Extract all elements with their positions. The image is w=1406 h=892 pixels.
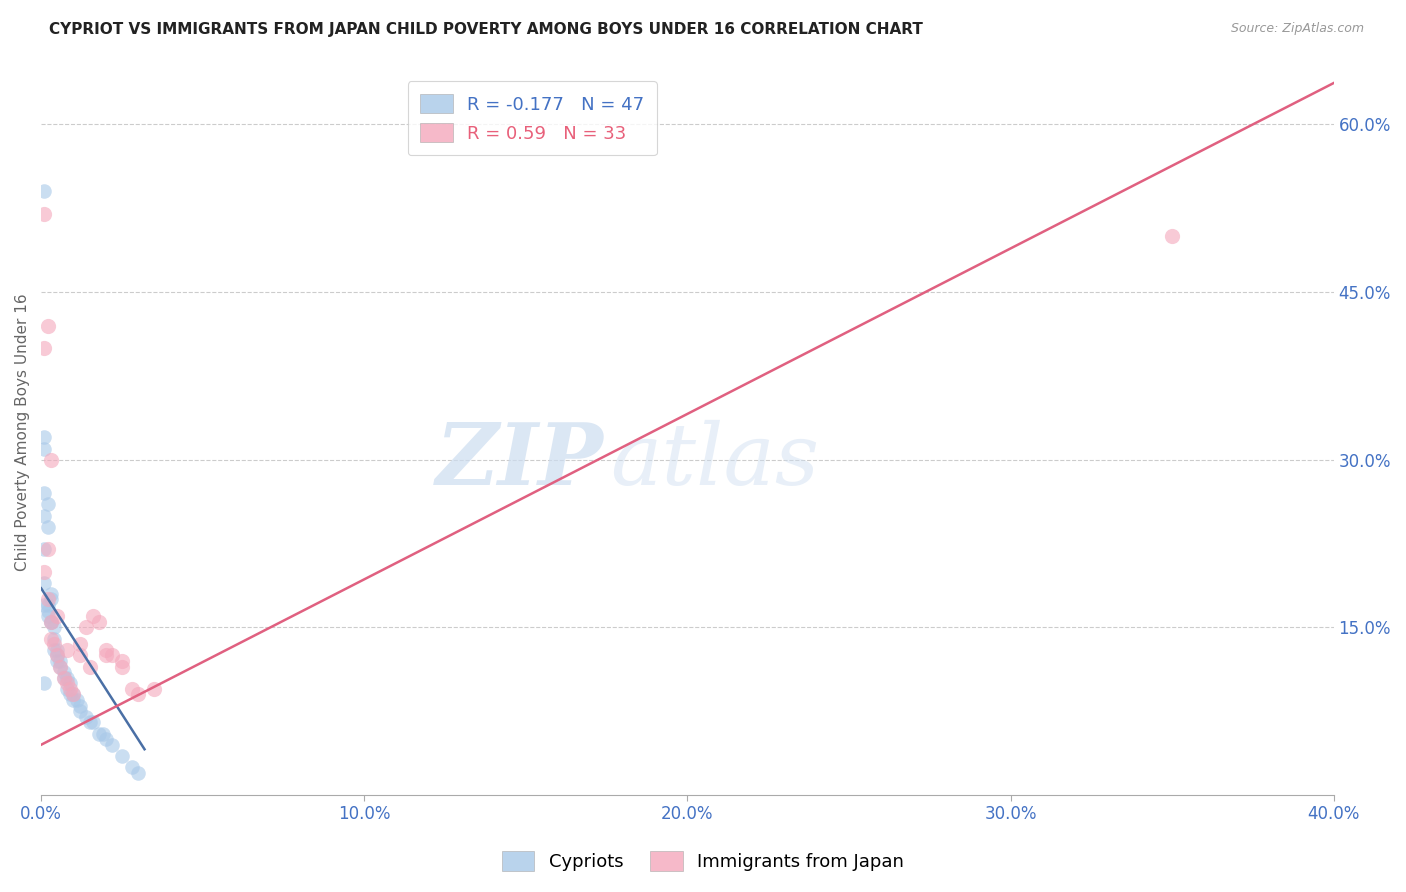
Point <box>34 185 56 199</box>
Point <box>69 648 91 663</box>
Point <box>59 681 82 696</box>
Point <box>56 681 79 696</box>
Point <box>46 642 69 657</box>
Point <box>34 207 56 221</box>
Point <box>89 615 111 629</box>
Point <box>111 654 134 668</box>
Point <box>49 659 72 673</box>
Point <box>62 688 84 702</box>
Point <box>39 615 62 629</box>
Point <box>37 318 59 333</box>
Point <box>82 715 104 730</box>
Legend: Cypriots, Immigrants from Japan: Cypriots, Immigrants from Japan <box>495 844 911 879</box>
Point <box>52 665 75 679</box>
Point <box>62 693 84 707</box>
Point <box>37 542 59 557</box>
Point <box>94 642 117 657</box>
Point <box>66 693 89 707</box>
Point <box>111 748 134 763</box>
Point <box>69 637 91 651</box>
Point <box>59 676 82 690</box>
Point <box>127 765 149 780</box>
Point <box>127 688 149 702</box>
Point <box>39 587 62 601</box>
Point <box>101 738 124 752</box>
Point <box>62 688 84 702</box>
Point <box>1161 229 1184 244</box>
Point <box>89 726 111 740</box>
Point <box>79 715 101 730</box>
Point <box>111 659 134 673</box>
Point <box>49 654 72 668</box>
Point <box>46 654 69 668</box>
Point <box>91 726 114 740</box>
Point <box>46 648 69 663</box>
Point <box>39 592 62 607</box>
Point <box>121 681 143 696</box>
Point <box>42 637 65 651</box>
Legend: R = -0.177   N = 47, R = 0.59   N = 33: R = -0.177 N = 47, R = 0.59 N = 33 <box>408 81 657 155</box>
Point <box>34 598 56 612</box>
Text: ZIP: ZIP <box>436 419 603 502</box>
Point <box>143 681 166 696</box>
Text: CYPRIOT VS IMMIGRANTS FROM JAPAN CHILD POVERTY AMONG BOYS UNDER 16 CORRELATION C: CYPRIOT VS IMMIGRANTS FROM JAPAN CHILD P… <box>49 22 924 37</box>
Point <box>37 609 59 624</box>
Text: atlas: atlas <box>610 419 818 502</box>
Point <box>34 542 56 557</box>
Point <box>56 671 79 685</box>
Point <box>56 676 79 690</box>
Point <box>56 642 79 657</box>
Text: Source: ZipAtlas.com: Source: ZipAtlas.com <box>1230 22 1364 36</box>
Point <box>75 620 97 634</box>
Point <box>34 341 56 355</box>
Y-axis label: Child Poverty Among Boys Under 16: Child Poverty Among Boys Under 16 <box>15 293 30 571</box>
Point <box>79 659 101 673</box>
Point <box>46 648 69 663</box>
Point <box>37 592 59 607</box>
Point <box>52 671 75 685</box>
Point <box>39 452 62 467</box>
Point <box>34 575 56 590</box>
Point <box>34 442 56 456</box>
Point <box>49 659 72 673</box>
Point <box>37 520 59 534</box>
Point <box>42 632 65 646</box>
Point <box>82 609 104 624</box>
Point <box>37 604 59 618</box>
Point <box>94 648 117 663</box>
Point <box>94 732 117 747</box>
Point <box>39 615 62 629</box>
Point <box>75 710 97 724</box>
Point <box>34 676 56 690</box>
Point <box>34 565 56 579</box>
Point <box>34 486 56 500</box>
Point <box>46 609 69 624</box>
Point <box>121 760 143 774</box>
Point <box>39 632 62 646</box>
Point <box>34 430 56 444</box>
Point <box>42 620 65 634</box>
Point <box>42 642 65 657</box>
Point <box>69 704 91 718</box>
Point <box>59 688 82 702</box>
Point <box>37 598 59 612</box>
Point <box>34 508 56 523</box>
Point <box>52 671 75 685</box>
Point <box>39 615 62 629</box>
Point <box>69 698 91 713</box>
Point <box>37 498 59 512</box>
Point <box>101 648 124 663</box>
